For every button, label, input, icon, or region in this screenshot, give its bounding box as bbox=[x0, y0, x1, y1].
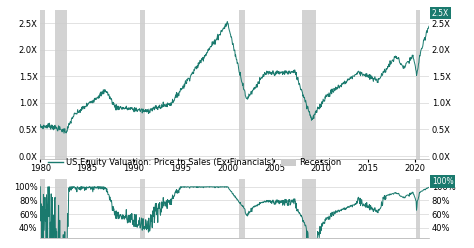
Bar bbox=[40, 179, 45, 238]
Bar bbox=[55, 10, 67, 159]
Bar bbox=[416, 179, 419, 238]
Bar bbox=[55, 179, 67, 238]
Bar bbox=[239, 179, 246, 238]
Bar bbox=[416, 10, 419, 159]
Text: 2.5X: 2.5X bbox=[432, 8, 449, 18]
Bar bbox=[139, 179, 145, 238]
Bar bbox=[139, 10, 145, 159]
Bar bbox=[40, 10, 45, 159]
Text: 100%: 100% bbox=[432, 177, 453, 186]
Legend: US Equity Valuation: Price to Sales (Ex-Financials), Recession: US Equity Valuation: Price to Sales (Ex-… bbox=[45, 155, 345, 171]
Bar bbox=[239, 10, 246, 159]
Bar bbox=[301, 10, 316, 159]
Bar bbox=[301, 179, 316, 238]
